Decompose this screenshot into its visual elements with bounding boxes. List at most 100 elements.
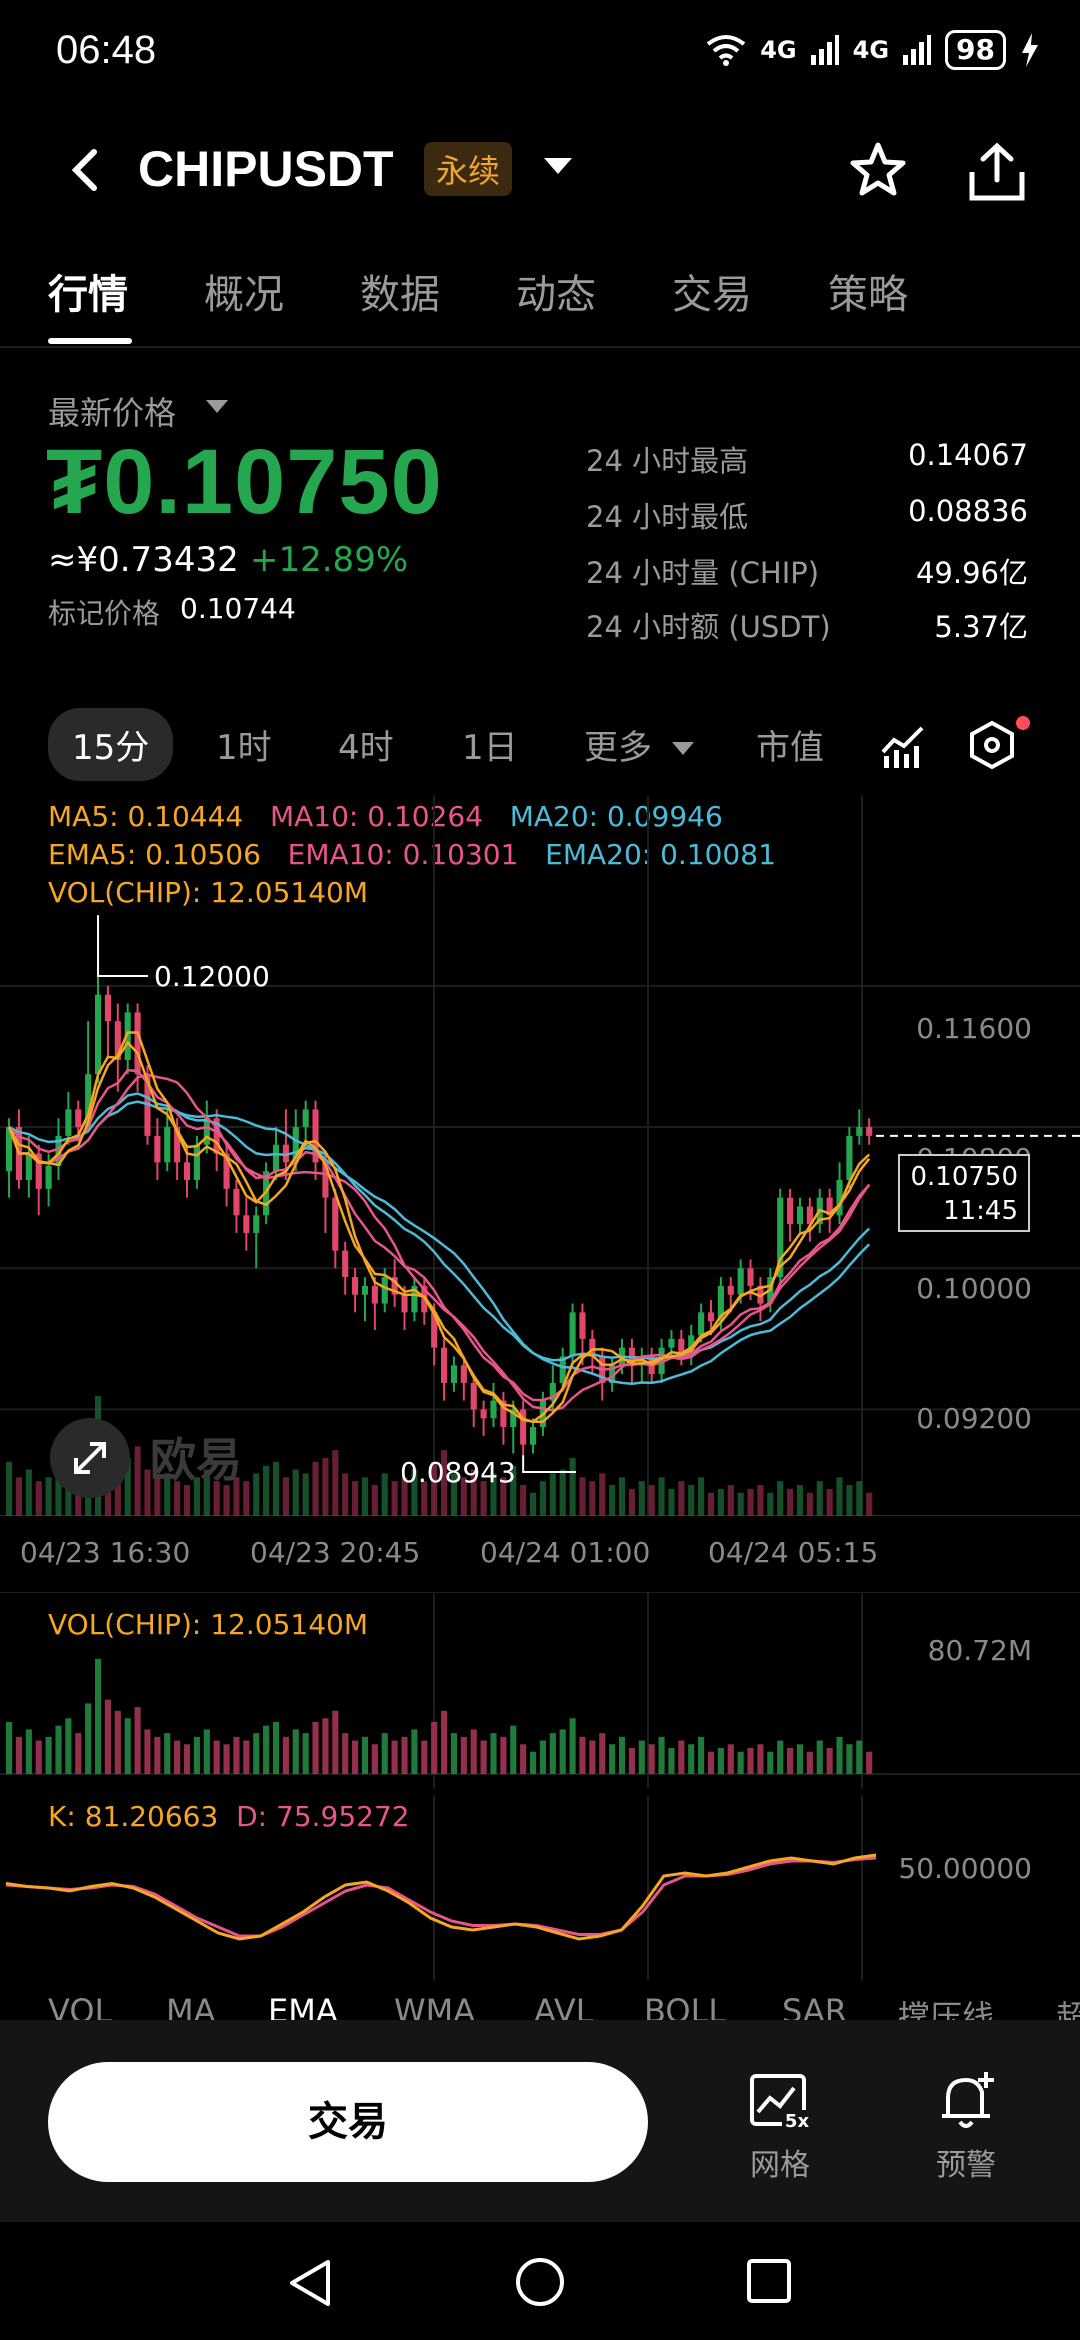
- battery-indicator: 98: [945, 30, 1006, 70]
- volume-bar: [164, 1733, 171, 1774]
- candle-body: [312, 1109, 319, 1163]
- grid-button[interactable]: 5x: [748, 2072, 812, 2132]
- timeframe-15m[interactable]: 15分: [48, 708, 174, 781]
- volume-bar: [183, 1744, 191, 1774]
- volume-bar: [431, 1721, 438, 1774]
- stat-value-volume: 49.96亿: [915, 556, 1028, 590]
- candlestick-chart[interactable]: [0, 796, 1080, 1516]
- timeframe-4h[interactable]: 4时: [338, 728, 394, 768]
- caret-down-icon[interactable]: [544, 158, 572, 174]
- status-icons: 4G 4G 98: [706, 30, 1040, 70]
- volume-bar: [470, 1729, 477, 1774]
- caret-down-icon[interactable]: [206, 400, 228, 413]
- candle-body: [302, 1109, 309, 1128]
- indicator-avl[interactable]: AVL: [534, 1992, 594, 2020]
- volume-bar: [174, 1740, 181, 1774]
- candle-body: [292, 1127, 299, 1163]
- volume-bar: [559, 1729, 566, 1774]
- indicator-ema[interactable]: EMA: [268, 1992, 338, 2020]
- volume-bar: [796, 1485, 804, 1516]
- nav-home-icon[interactable]: [514, 2256, 566, 2308]
- candle-body: [154, 1135, 161, 1163]
- candle-body: [282, 1144, 289, 1163]
- trade-button[interactable]: 交易: [48, 2062, 648, 2182]
- timeframe-more[interactable]: 更多: [584, 728, 652, 768]
- volume-bar: [727, 1485, 734, 1516]
- volume-bar: [302, 1733, 309, 1774]
- favorite-button[interactable]: [848, 140, 908, 200]
- hexagon-settings-icon: [970, 720, 1014, 770]
- volume-bar: [342, 1473, 349, 1516]
- volume-bar: [371, 1744, 378, 1774]
- alert-label[interactable]: 预警: [936, 2148, 996, 2183]
- fullscreen-button[interactable]: [50, 1418, 130, 1498]
- volume-bar: [658, 1736, 665, 1774]
- volume-bar: [45, 1736, 52, 1774]
- timeframe-1h[interactable]: 1时: [216, 728, 272, 768]
- indicator-wma[interactable]: WMA: [394, 1992, 476, 2020]
- candle-body: [431, 1312, 438, 1348]
- volume-bar: [866, 1492, 873, 1516]
- volume-bar: [85, 1703, 92, 1774]
- tab-trade[interactable]: 交易: [672, 272, 752, 318]
- volume-bar: [114, 1710, 121, 1774]
- volume-chart[interactable]: [0, 1592, 1080, 1788]
- latest-price-label[interactable]: 最新价格: [48, 394, 177, 432]
- volume-bar: [767, 1492, 774, 1516]
- tab-data[interactable]: 数据: [360, 272, 440, 318]
- indicator-ma[interactable]: MA: [166, 1992, 216, 2020]
- caret-down-icon[interactable]: [672, 742, 694, 755]
- volume-bar: [787, 1747, 794, 1774]
- candle-body: [25, 1153, 32, 1180]
- tab-overview[interactable]: 概况: [204, 272, 284, 318]
- volume-bar: [411, 1469, 418, 1516]
- grid-label[interactable]: 网格: [750, 2148, 810, 2183]
- volume-bar: [243, 1740, 250, 1774]
- indicator-vol[interactable]: VOL: [48, 1992, 113, 2020]
- candle-body: [233, 1188, 240, 1216]
- indicator-more[interactable]: 超: [1056, 1998, 1080, 2020]
- tab-strategy[interactable]: 策略: [828, 272, 908, 318]
- volume-bar: [698, 1477, 705, 1516]
- nav-recents-icon[interactable]: [746, 2258, 792, 2304]
- volume-bar: [678, 1740, 685, 1774]
- back-button[interactable]: [60, 140, 110, 200]
- candle-body: [866, 1127, 873, 1136]
- volume-bar: [183, 1485, 191, 1516]
- ema20-line: [8, 1092, 871, 1362]
- indicator-support-resistance[interactable]: 撑压线: [898, 1998, 995, 2020]
- volume-bar: [35, 1740, 42, 1774]
- indicator-button[interactable]: [880, 722, 926, 768]
- y-tick-label: 0.09200: [916, 1402, 1032, 1435]
- volume-bar: [638, 1740, 645, 1774]
- indicator-boll[interactable]: BOLL: [644, 1992, 727, 2020]
- alert-button[interactable]: [938, 2070, 998, 2132]
- volume-bar: [787, 1488, 794, 1516]
- volume-bar: [529, 1751, 537, 1774]
- tab-news[interactable]: 动态: [516, 272, 596, 318]
- stat-value-high: 0.14067: [908, 438, 1028, 472]
- kd-chart[interactable]: [0, 1796, 1080, 1980]
- volume-bar: [272, 1721, 280, 1774]
- volume-bar: [263, 1725, 270, 1774]
- candle-body: [480, 1409, 487, 1419]
- indicator-sar[interactable]: SAR: [782, 1992, 848, 2020]
- market-cap-toggle[interactable]: 市值: [756, 728, 824, 768]
- volume-bar: [579, 1736, 586, 1774]
- volume-bar: [460, 1477, 467, 1516]
- stat-value-low: 0.08836: [908, 494, 1028, 528]
- volume-bar: [500, 1477, 507, 1516]
- volume-bar: [866, 1751, 873, 1774]
- volume-bar: [193, 1477, 200, 1516]
- mark-price-value: 0.10744: [180, 592, 296, 625]
- volume-bar: [668, 1488, 675, 1516]
- chart-settings-button[interactable]: [968, 720, 1016, 770]
- nav-back-icon[interactable]: [286, 2256, 336, 2310]
- timeframe-1d[interactable]: 1日: [462, 728, 518, 768]
- x-tick-label: 04/23 20:45: [250, 1536, 421, 1569]
- candle-body: [717, 1285, 724, 1322]
- share-button[interactable]: [966, 140, 1028, 204]
- pair-title[interactable]: CHIPUSDT: [138, 141, 394, 197]
- tab-market[interactable]: 行情: [48, 272, 128, 318]
- y-tick-label: 0.10000: [916, 1272, 1032, 1305]
